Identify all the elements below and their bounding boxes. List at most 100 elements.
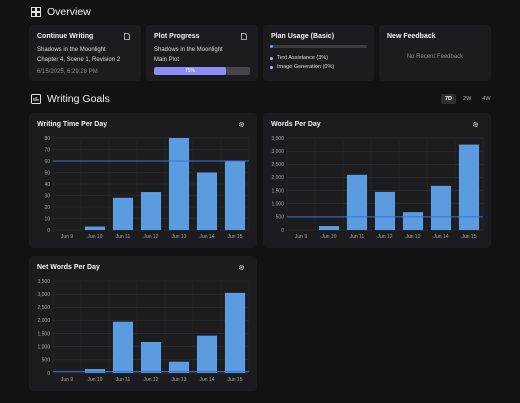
gear-icon[interactable] [238, 264, 245, 271]
continue-writing-location: Chapter 4, Scene 1, Revision 2 [37, 57, 121, 63]
bar [140, 341, 162, 373]
plan-usage-fill [270, 45, 273, 48]
overview-title: Overview [47, 6, 91, 18]
x-tick-label: Jun 9 [295, 234, 307, 240]
y-tick-label: 2,000 [37, 318, 50, 324]
new-feedback-empty: No Recent Feedback [406, 54, 464, 60]
plan-usage-item-label: Text Assistance (3%) [277, 55, 329, 61]
gear-icon[interactable] [472, 121, 479, 128]
continue-writing-title: Continue Writing [37, 33, 94, 40]
net-words-chart: 0 500 1,000 1,500 2,000 2,500 3,000 3,500 Jun 9 J… [37, 279, 250, 383]
y-tick-label: 20 [44, 205, 50, 211]
bar [168, 361, 190, 373]
bullet-icon [270, 65, 273, 69]
y-tick-label: 40 [44, 182, 50, 188]
new-feedback-title: New Feedback [387, 33, 436, 40]
plan-usage-title: Plan Usage (Basic) [271, 33, 335, 40]
y-tick-label: 3,500 [271, 136, 284, 142]
words-chart: 0 500 1,000 1,500 2,000 2,500 3,000 3,500 Jun 9 J… [271, 136, 484, 240]
plot-progress-plot: Main Plot [154, 57, 180, 63]
range-tab-2w[interactable]: 2W [463, 96, 472, 102]
writing-time-chart: 0 10 20 30 40 50 60 70 80 Jun 9 Jun 10 Jun 11 Jun 12… [44, 136, 250, 240]
plot-progress-percent: 75% [184, 68, 195, 74]
overview-header: Overview [31, 6, 91, 18]
x-tick-label: Jun 10 [87, 377, 102, 383]
continue-writing-project: Shadows in the Moonlight [37, 47, 106, 53]
y-tick-label: 30 [44, 193, 50, 199]
y-tick-label: 2,500 [271, 162, 284, 168]
y-tick-label: 0 [281, 228, 284, 234]
bar [224, 292, 246, 373]
y-tick-label: 1,000 [271, 202, 284, 208]
y-tick-label: 2,500 [37, 305, 50, 311]
y-tick-label: 10 [44, 216, 50, 222]
x-tick-label: Jun 13 [405, 234, 420, 240]
x-tick-label: Jun 11 [116, 234, 131, 240]
x-tick-label: Jun 10 [321, 234, 336, 240]
bar [140, 192, 162, 230]
plot-progress-bar: 75% [154, 67, 250, 75]
plan-usage-card[interactable]: Plan Usage (Basic) Text Assistance (3%) … [263, 25, 374, 81]
document-icon[interactable] [124, 33, 130, 40]
chart-title: Words Per Day [271, 121, 321, 128]
range-tab-7d[interactable]: 7D [441, 94, 457, 104]
x-tick-label: Jun 13 [171, 377, 186, 383]
plot-progress-fill [154, 67, 226, 75]
bar [224, 161, 246, 230]
continue-writing-timestamp: 6/15/2025, 6:29:28 PM [37, 69, 98, 75]
chart-title: Writing Time Per Day [37, 121, 108, 128]
x-tick-label: Jun 14 [433, 234, 448, 240]
range-tab-4w[interactable]: 4W [482, 96, 491, 102]
bar [346, 174, 368, 230]
y-tick-label: 3,500 [37, 279, 50, 285]
y-tick-label: 60 [44, 159, 50, 165]
words-chart-card: Words Per Day 0 500 1,000 1,500 2,000 2,500 3,… [263, 113, 491, 248]
x-tick-label: Jun 15 [227, 234, 242, 240]
bar [402, 212, 424, 230]
x-tick-label: Jun 9 [61, 377, 73, 383]
x-tick-label: Jun 14 [199, 377, 214, 383]
gear-icon[interactable] [238, 121, 245, 128]
x-tick-label: Jun 15 [461, 234, 476, 240]
writing-goals-header: Writing Goals [31, 93, 110, 105]
bar [318, 226, 340, 230]
continue-writing-card[interactable]: Continue Writing Shadows in the Moonligh… [29, 25, 141, 81]
y-tick-label: 3,000 [271, 149, 284, 155]
plan-usage-bar [270, 45, 367, 48]
bar [196, 335, 218, 373]
y-tick-label: 1,000 [37, 345, 50, 351]
bar [374, 191, 396, 230]
chart-icon [31, 94, 41, 104]
bar [112, 321, 134, 373]
bar [168, 138, 190, 230]
dashboard-icon [31, 7, 41, 17]
y-tick-label: 0 [47, 371, 50, 377]
range-tabs: 7D 2W 4W [441, 94, 495, 104]
plot-progress-title: Plot Progress [154, 33, 200, 40]
y-tick-label: 2,000 [271, 175, 284, 181]
x-tick-label: Jun 9 [61, 234, 73, 240]
net-words-chart-card: Net Words Per Day 0 500 1,000 1,500 2,000 2,5… [29, 256, 257, 391]
plan-usage-item-label: Image Generation (0%) [277, 64, 335, 70]
bar [458, 144, 480, 230]
y-tick-label: 500 [276, 215, 285, 221]
new-feedback-card[interactable]: New Feedback No Recent Feedback [379, 25, 491, 81]
writing-goals-title: Writing Goals [47, 93, 110, 105]
x-tick-label: Jun 14 [199, 234, 214, 240]
bar [112, 197, 134, 230]
y-tick-label: 80 [44, 136, 50, 142]
writing-time-chart-card: Writing Time Per Day 0 10 20 30 40 50 60 70 80 Ju… [29, 113, 257, 248]
x-tick-label: Jun 12 [377, 234, 392, 240]
x-tick-label: Jun 12 [143, 234, 158, 240]
y-tick-label: 0 [47, 228, 50, 234]
x-tick-label: Jun 12 [143, 377, 158, 383]
plot-progress-card[interactable]: Plot Progress Shadows in the Moonlight M… [146, 25, 258, 81]
plan-usage-item: Text Assistance (3%) [270, 55, 328, 61]
bar [84, 226, 106, 230]
y-tick-label: 1,500 [271, 188, 284, 194]
document-icon[interactable] [241, 33, 247, 40]
plot-progress-project: Shadows in the Moonlight [154, 47, 223, 53]
bullet-icon [270, 56, 273, 60]
chart-title: Net Words Per Day [37, 264, 100, 271]
bar [84, 369, 106, 373]
